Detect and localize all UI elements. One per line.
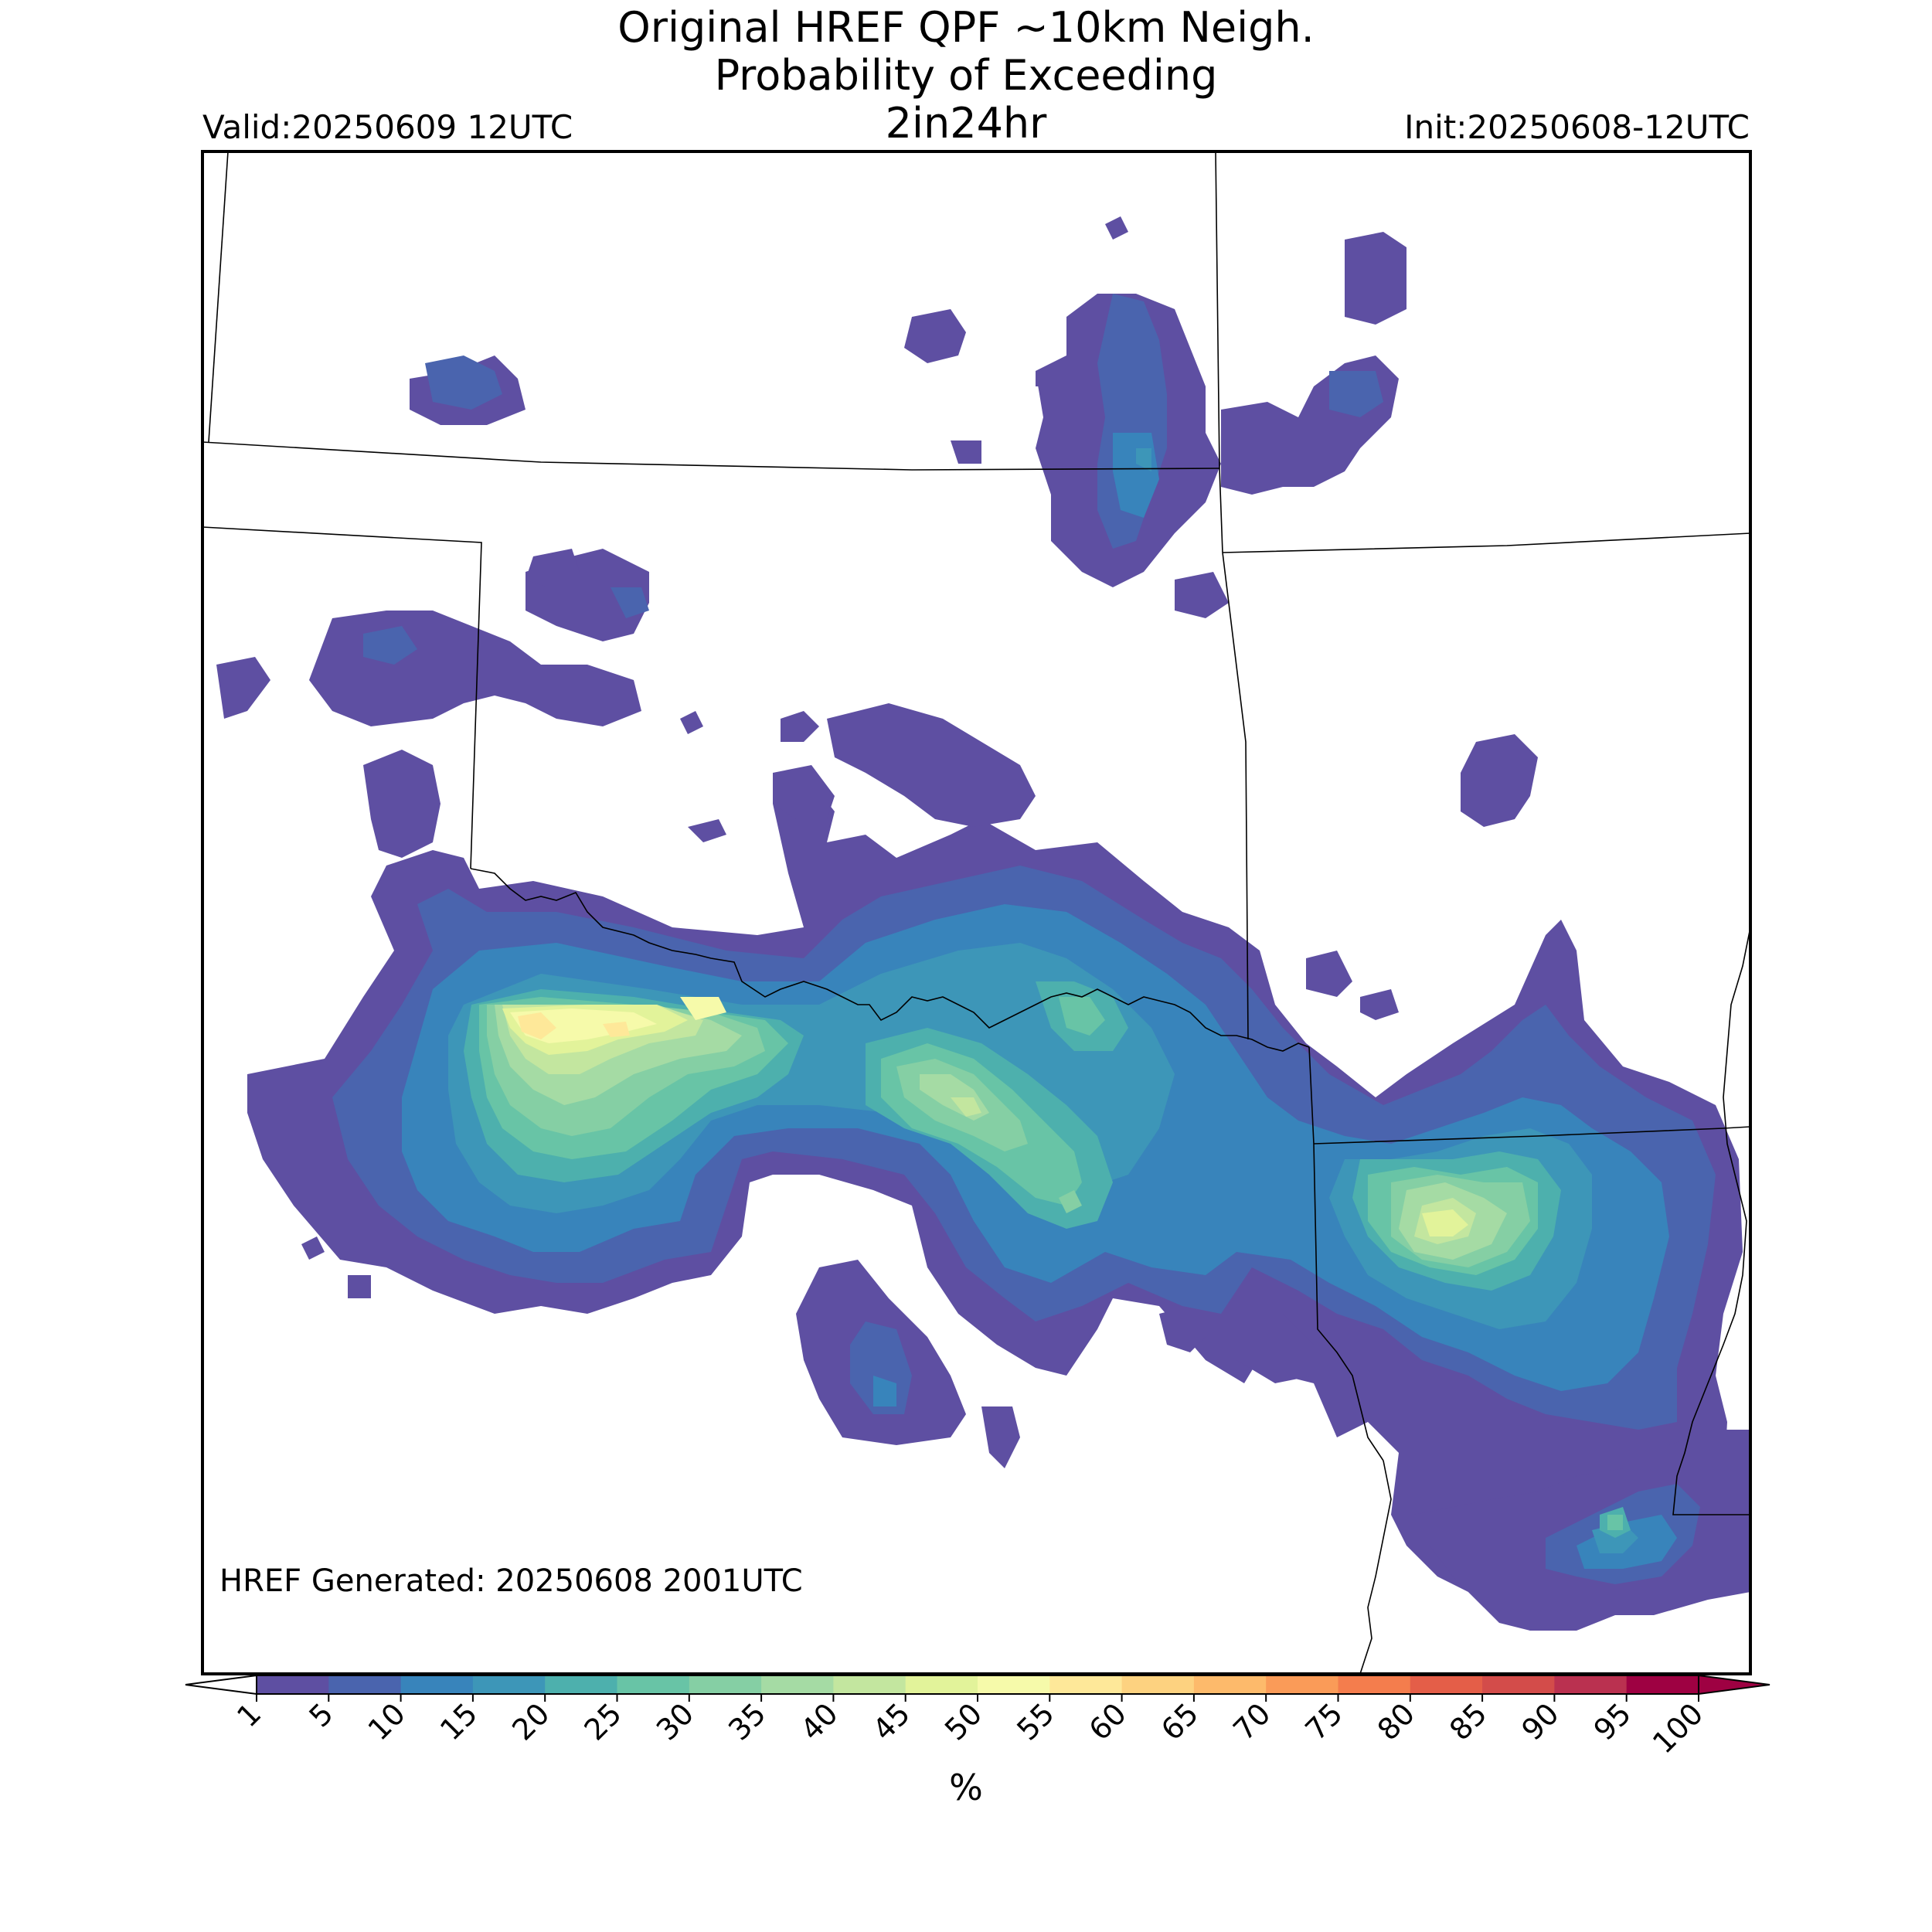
colorbar: 1 5 10 15 20 25 30 35 40 45 50 55 60 65 70 75 80 85 90 95 10… xyxy=(185,1674,1770,1760)
colorbar-tick-label: 15 xyxy=(434,1696,484,1747)
colorbar-tick-label: 10 xyxy=(362,1696,412,1747)
colorbar-swatch xyxy=(1338,1675,1411,1694)
map-title-line-1: Original HREF QPF ~10km Neigh. xyxy=(617,3,1315,52)
colorbar-swatch xyxy=(1193,1675,1267,1694)
colorbar-swatch xyxy=(617,1675,690,1694)
colorbar-tick-label: 1 xyxy=(230,1696,267,1733)
colorbar-tick-label: 5 xyxy=(302,1696,339,1733)
colorbar-swatch xyxy=(833,1675,906,1694)
colorbar-swatch xyxy=(1121,1675,1195,1694)
colorbar-tick-label: 45 xyxy=(866,1696,917,1747)
colorbar-swatch xyxy=(472,1675,546,1694)
colorbar-swatch xyxy=(1410,1675,1483,1694)
colorbar-tick-label: 90 xyxy=(1515,1696,1565,1747)
map-frame xyxy=(201,150,1752,1675)
map-title-line-2: Probability of Exceeding xyxy=(714,51,1218,100)
colorbar-tick-label: 95 xyxy=(1587,1696,1638,1747)
colorbar-swatch xyxy=(1482,1675,1555,1694)
colorbar-tick-label: 40 xyxy=(794,1696,844,1747)
colorbar-tick-label: 70 xyxy=(1226,1696,1277,1747)
colorbar-swatch xyxy=(1626,1675,1699,1694)
colorbar-tick-label: 35 xyxy=(722,1696,772,1747)
colorbar-swatch xyxy=(545,1675,617,1694)
colorbar-swatch xyxy=(689,1675,762,1694)
colorbar-swatch xyxy=(1049,1675,1123,1694)
colorbar-tick-label: 20 xyxy=(505,1696,556,1747)
colorbar-tick-label: 85 xyxy=(1443,1696,1493,1747)
colorbar-extend-min xyxy=(185,1674,257,1696)
colorbar-tick-label: 55 xyxy=(1010,1696,1060,1747)
colorbar-swatch xyxy=(761,1675,834,1694)
colorbar-extend-max xyxy=(1698,1674,1770,1696)
colorbar-unit-label: % xyxy=(949,1767,983,1808)
colorbar-tick-label: 75 xyxy=(1299,1696,1349,1747)
probability-contours xyxy=(216,216,1750,1631)
colorbar-tick-label: 60 xyxy=(1083,1696,1133,1747)
valid-time-label: Valid:20250609 12UTC xyxy=(202,108,573,146)
colorbar-swatch xyxy=(400,1675,474,1694)
colorbar-tick-label: 65 xyxy=(1155,1696,1205,1747)
map-title-line-3: 2in24hr xyxy=(885,99,1047,148)
colorbar-tick-label: 80 xyxy=(1371,1696,1421,1747)
colorbar-swatch xyxy=(1266,1675,1338,1694)
colorbar-tick-label: 30 xyxy=(650,1696,700,1747)
colorbar-swatch xyxy=(978,1675,1050,1694)
colorbar-tick-label: 50 xyxy=(938,1696,988,1747)
init-time-label: Init:20250608-12UTC xyxy=(1404,108,1750,146)
colorbar-swatch xyxy=(1554,1675,1628,1694)
colorbar-swatch xyxy=(257,1675,329,1694)
generated-time-label: HREF Generated: 20250608 2001UTC xyxy=(219,1563,803,1599)
contour-level-55 xyxy=(518,1012,630,1039)
colorbar-tick-label: 25 xyxy=(578,1696,628,1747)
colorbar-tick-label: 100 xyxy=(1646,1696,1709,1760)
state-boundaries xyxy=(202,151,1750,1674)
colorbar-swatch xyxy=(328,1675,402,1694)
colorbar-swatch xyxy=(905,1675,978,1694)
